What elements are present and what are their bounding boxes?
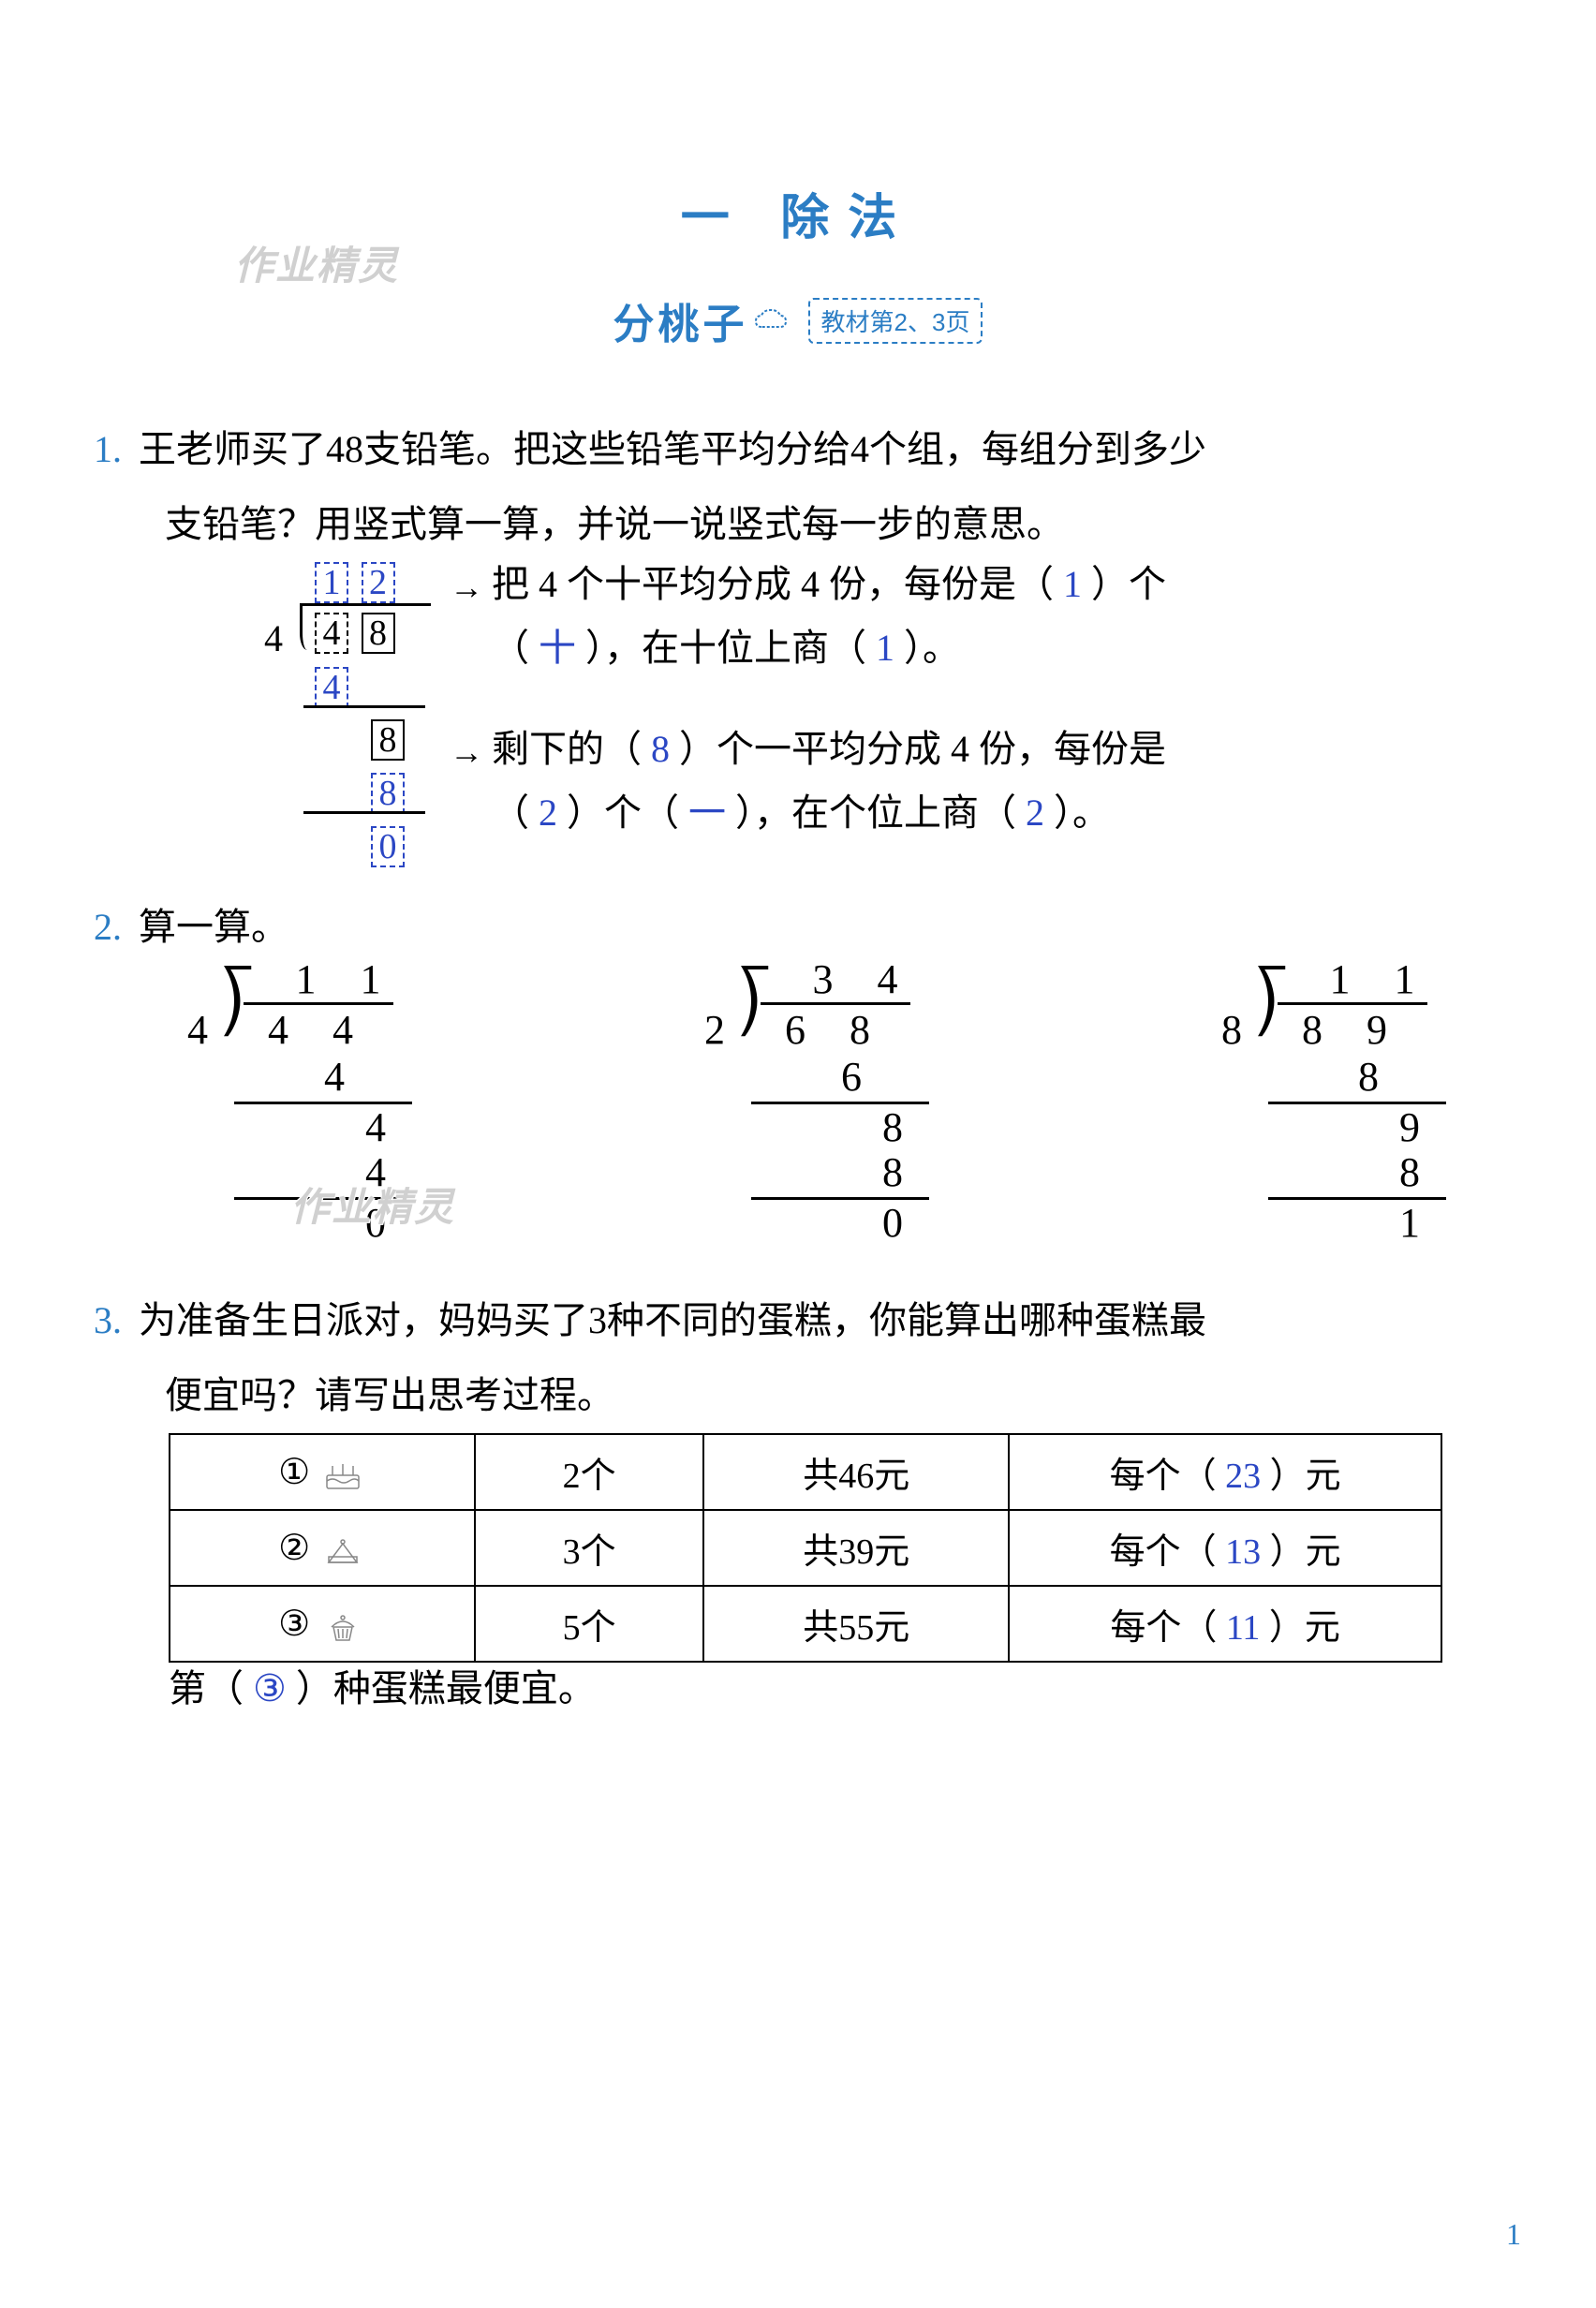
total-cell: 共39元 [703, 1510, 1009, 1586]
cupcake-icon [319, 1610, 366, 1644]
step: 4 [202, 1053, 483, 1101]
birthday-cake-icon [319, 1458, 366, 1492]
answer-blank: ③ [253, 1668, 287, 1709]
question-3: 3. 为准备生日派对，妈妈买了3种不同的蛋糕，你能算出哪种蛋糕最 便宜吗？请写出思… [94, 1283, 1502, 1433]
cake-id-cell: ③ [170, 1586, 475, 1662]
division-bracket-icon: ⟌ [738, 967, 768, 1052]
arrow-icon: → [450, 733, 492, 771]
answer-blank: 1 [876, 627, 894, 669]
calculation-2: 3 4 ⟌ 2 6 8 6 8 8 0 [704, 955, 985, 1246]
each-cell: 每个（ 23 ）元 [1009, 1434, 1441, 1510]
arrow-icon: → [450, 569, 492, 606]
step: 0 [761, 1199, 1042, 1247]
answer-blank: 13 [1225, 1532, 1261, 1572]
subtitle-row: 分桃子 教材第2、3页 [0, 290, 1596, 350]
chapter-number: 一 [681, 191, 748, 245]
quotient-digit-2: 2 [362, 562, 395, 603]
step-value: 8 [371, 773, 405, 814]
q1-text-line2: 支铅笔？用竖式算一算，并说一说竖式每一步的意思。 [94, 487, 1502, 562]
chapter-name: 除法 [780, 191, 915, 245]
slice-cake-icon [319, 1534, 366, 1568]
step: 1 [1278, 1199, 1559, 1247]
quotient-digit-1: 1 [315, 562, 348, 603]
q1-explanation-2: → 剩下的（ 8 ）个一平均分成 4 份，每份是 → （ 2 ）个（ 一 ），在… [450, 718, 1489, 846]
answer-blank: 一 [688, 792, 726, 834]
division-bracket-icon: ⟌ [221, 967, 251, 1052]
qty-cell: 2个 [475, 1434, 703, 1510]
question-number: 3. [94, 1299, 122, 1341]
answer-blank: 1 [1063, 563, 1082, 605]
q1-explanation-1: → 把 4 个十平均分成 4 份，每份是（ 1 ）个 → （ 十 ），在十位上商… [450, 553, 1489, 681]
table-row: ③ 5个 共55元 每个（ 11 ）元 [170, 1586, 1441, 1662]
dividend-digit-1: 4 [315, 613, 348, 654]
step: 6 [719, 1053, 1000, 1101]
subtitle: 分桃子 [613, 302, 748, 348]
dividend: 6 8 [785, 1006, 887, 1054]
calculation-3: 1 1 ⟌ 8 8 9 8 9 8 1 [1221, 955, 1502, 1246]
step: 8 [761, 1148, 1042, 1196]
divisor: 4 [264, 607, 283, 671]
each-cell: 每个（ 11 ）元 [1009, 1586, 1441, 1662]
watermark: 作业精灵 [290, 1176, 455, 1233]
each-cell: 每个（ 13 ）元 [1009, 1510, 1441, 1586]
cake-id-cell: ② [170, 1510, 475, 1586]
table-row: ② 3个 共39元 每个（ 13 ）元 [170, 1510, 1441, 1586]
question-1: 1. 王老师买了48支铅笔。把这些铅笔平均分给4个组，每组分到多少 支铅笔？用竖式… [94, 412, 1502, 562]
step-value: 0 [371, 826, 405, 867]
q3-conclusion: 第（ ③ ）种蛋糕最便宜。 [169, 1658, 596, 1712]
division-bracket-icon: ⟌ [1255, 967, 1285, 1052]
step: 9 [1278, 1103, 1559, 1151]
dividend: 4 4 [268, 1006, 370, 1054]
question-number: 2. [94, 906, 122, 948]
q1-text-line1: 王老师买了48支铅笔。把这些铅笔平均分给4个组，每组分到多少 [139, 428, 1206, 470]
page-number: 1 [1506, 2217, 1521, 2252]
table-row: ① 2个 共46元 每个（ 23 ）元 [170, 1434, 1441, 1510]
division-line [1278, 1002, 1427, 1005]
step-value: 8 [371, 719, 405, 761]
division-line [244, 1002, 393, 1005]
q3-text-line2: 便宜吗？请写出思考过程。 [94, 1358, 1502, 1433]
answer-blank: 2 [1026, 792, 1044, 834]
q3-text-line1: 为准备生日派对，妈妈买了3种不同的蛋糕，你能算出哪种蛋糕最 [139, 1299, 1206, 1341]
division-line [761, 1002, 910, 1005]
total-cell: 共46元 [703, 1434, 1009, 1510]
answer-blank: 23 [1225, 1457, 1261, 1496]
answer-blank: 十 [539, 627, 576, 669]
page-reference-tag: 教材第2、3页 [808, 298, 983, 344]
q2-text: 算一算。 [139, 906, 288, 948]
answer-blank: 8 [651, 728, 670, 770]
answer-blank: 11 [1226, 1608, 1261, 1648]
dividend-digit-2: 8 [362, 613, 395, 654]
qty-cell: 5个 [475, 1586, 703, 1662]
cake-price-table: ① 2个 共46元 每个（ 23 ）元 ② 3个 共39元 每个（ 13 ）元 … [169, 1433, 1442, 1663]
division-line [303, 811, 425, 814]
division-line [303, 705, 425, 708]
qty-cell: 3个 [475, 1510, 703, 1586]
question-number: 1. [94, 428, 122, 470]
question-2: 2. 算一算。 [94, 890, 1502, 965]
step: 8 [761, 1103, 1042, 1151]
watermark: 作业精灵 [234, 234, 399, 291]
answer-blank: 2 [539, 792, 557, 834]
dividend: 8 9 [1302, 1006, 1404, 1054]
cloud-icon [752, 306, 790, 334]
cake-id-cell: ① [170, 1434, 475, 1510]
step: 4 [244, 1103, 525, 1151]
step: 8 [1236, 1053, 1517, 1101]
step: 8 [1278, 1148, 1559, 1196]
divisor: 2 [704, 1006, 725, 1054]
divisor: 4 [187, 1006, 208, 1054]
total-cell: 共55元 [703, 1586, 1009, 1662]
divisor: 8 [1221, 1006, 1242, 1054]
step-value: 4 [315, 667, 348, 708]
